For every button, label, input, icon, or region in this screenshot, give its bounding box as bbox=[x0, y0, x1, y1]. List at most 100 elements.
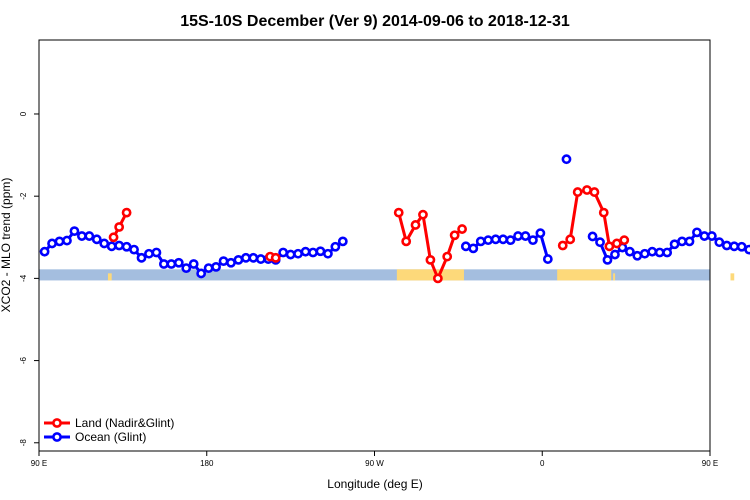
series-layer bbox=[39, 154, 750, 284]
series-land bbox=[108, 185, 630, 284]
data-point bbox=[468, 243, 479, 254]
data-point bbox=[69, 226, 80, 237]
land-band bbox=[730, 273, 735, 281]
data-point bbox=[196, 268, 207, 279]
data-point bbox=[677, 236, 687, 247]
data-point bbox=[587, 231, 598, 242]
data-point bbox=[173, 257, 184, 268]
data-point bbox=[736, 241, 747, 252]
data-point bbox=[308, 247, 318, 258]
data-point bbox=[410, 220, 421, 230]
data-point bbox=[654, 247, 665, 258]
land-band bbox=[396, 269, 464, 281]
data-point bbox=[662, 247, 673, 258]
data-point bbox=[337, 236, 348, 247]
data-point bbox=[442, 251, 453, 262]
x-axis-label: Longitude (deg E) bbox=[327, 477, 422, 491]
x-tick-label: 90 W bbox=[365, 459, 384, 468]
data-point bbox=[610, 249, 620, 260]
land-band bbox=[107, 273, 112, 281]
surface-band bbox=[39, 269, 735, 281]
data-point bbox=[393, 207, 404, 218]
data-point bbox=[647, 246, 658, 257]
data-point bbox=[619, 235, 630, 246]
x-tick-label: 180 bbox=[200, 459, 214, 468]
data-point bbox=[611, 238, 622, 249]
data-point bbox=[181, 263, 192, 274]
y-tick-label: -2 bbox=[19, 192, 28, 200]
data-point bbox=[632, 250, 643, 261]
data-point bbox=[572, 187, 583, 197]
data-point bbox=[248, 252, 259, 263]
data-point bbox=[144, 248, 154, 259]
data-point bbox=[595, 237, 605, 248]
data-point bbox=[255, 254, 266, 264]
data-point bbox=[54, 236, 65, 247]
data-point bbox=[151, 247, 162, 258]
data-point bbox=[315, 246, 326, 257]
data-point bbox=[561, 154, 572, 165]
legend-label: Ocean (Glint) bbox=[75, 430, 146, 444]
data-point bbox=[211, 261, 221, 272]
data-point bbox=[418, 209, 428, 220]
data-point bbox=[99, 238, 110, 249]
data-point bbox=[565, 234, 576, 245]
y-axis-label: XCO2 - MLO trend (ppm) bbox=[0, 178, 13, 313]
legend-marker bbox=[52, 418, 62, 428]
data-point bbox=[589, 187, 600, 197]
legend: Land (Nadir&Glint)Ocean (Glint) bbox=[44, 416, 174, 444]
data-point bbox=[323, 248, 333, 259]
x-axis: 90 E 180 90 W 0 90 E bbox=[31, 451, 718, 468]
data-point bbox=[226, 257, 236, 268]
data-point bbox=[483, 235, 494, 246]
data-point bbox=[475, 236, 486, 247]
data-point bbox=[121, 207, 132, 218]
data-point bbox=[108, 232, 119, 243]
data-point bbox=[706, 231, 717, 241]
data-point bbox=[166, 259, 177, 269]
data-point bbox=[520, 231, 531, 241]
data-point bbox=[721, 240, 732, 251]
data-point bbox=[460, 241, 471, 252]
data-point bbox=[535, 228, 546, 239]
data-point bbox=[542, 254, 553, 264]
data-point bbox=[91, 234, 102, 245]
data-point bbox=[699, 231, 710, 241]
data-point bbox=[84, 231, 95, 241]
data-point bbox=[278, 247, 289, 258]
data-point bbox=[602, 254, 613, 265]
data-point bbox=[62, 235, 72, 246]
y-tick-label: -4 bbox=[19, 274, 28, 282]
data-point bbox=[233, 254, 244, 265]
data-point bbox=[692, 227, 702, 238]
data-point bbox=[401, 236, 412, 247]
x-tick-label: 90 E bbox=[702, 459, 718, 468]
data-point bbox=[293, 248, 303, 259]
data-point bbox=[330, 241, 341, 252]
data-point bbox=[114, 222, 125, 232]
data-point bbox=[684, 236, 695, 247]
data-point bbox=[557, 240, 568, 251]
x-tick-label: 90 E bbox=[31, 459, 47, 468]
y-tick-label: 0 bbox=[19, 111, 28, 116]
y-tick-label: -8 bbox=[19, 439, 28, 447]
data-point bbox=[76, 231, 87, 241]
data-point bbox=[639, 248, 650, 259]
legend-marker bbox=[52, 432, 62, 442]
data-point bbox=[270, 252, 281, 263]
data-point bbox=[598, 207, 609, 218]
data-point bbox=[744, 244, 750, 255]
data-point bbox=[669, 239, 680, 250]
legend-label: Land (Nadir&Glint) bbox=[75, 416, 174, 430]
land-band bbox=[557, 269, 612, 281]
series-ocean bbox=[39, 154, 750, 279]
data-point bbox=[218, 256, 229, 267]
data-point bbox=[714, 237, 725, 248]
data-point bbox=[425, 254, 436, 265]
data-point bbox=[203, 263, 214, 274]
data-point bbox=[106, 241, 117, 252]
data-point bbox=[188, 259, 199, 269]
data-point bbox=[114, 240, 125, 251]
chart-title: 15S-10S December (Ver 9) 2014-09-06 to 2… bbox=[180, 13, 570, 30]
